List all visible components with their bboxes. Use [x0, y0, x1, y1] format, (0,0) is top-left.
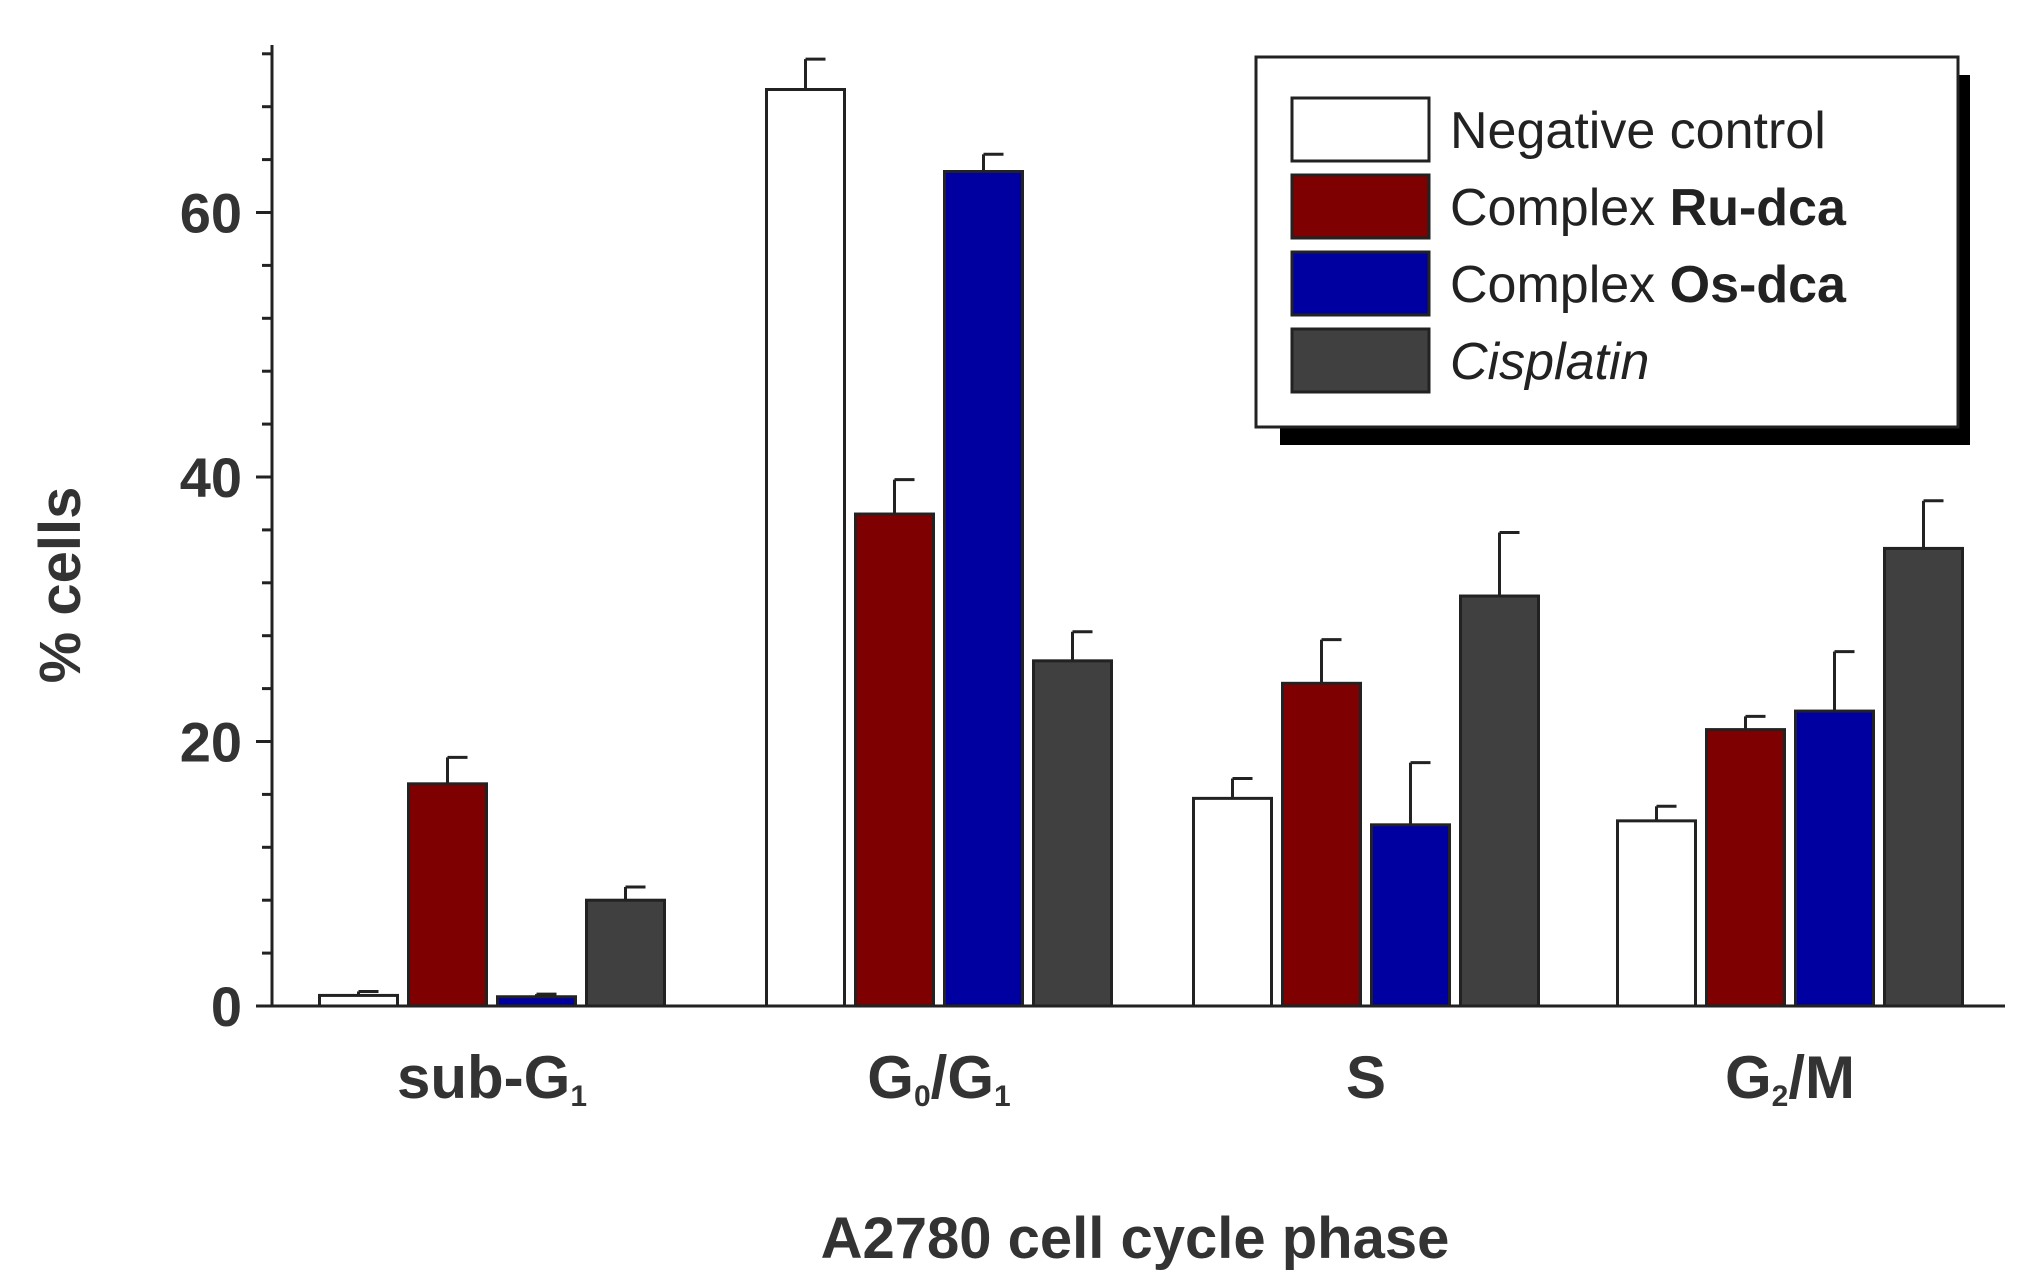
x-tick-label: sub-G1 — [397, 1044, 587, 1113]
bar — [318, 993, 399, 1008]
bar — [1705, 728, 1786, 1008]
bar — [1370, 823, 1451, 1008]
legend-label: Complex Os-dca — [1450, 256, 1847, 314]
plot-area: 0 20 40 60 sub-G1 G0/G1 S G2/M — [180, 45, 2005, 1113]
bar — [1032, 659, 1113, 1008]
bar — [585, 898, 666, 1008]
bar — [1794, 709, 1875, 1008]
legend-label: Negative control — [1450, 102, 1826, 160]
bar — [1616, 819, 1697, 1008]
x-tick-label: G0/G1 — [867, 1044, 1010, 1113]
legend-swatch — [1290, 250, 1431, 317]
y-tick-label: 0 — [211, 975, 242, 1038]
legend-swatch — [1290, 327, 1431, 394]
legend-swatch — [1290, 96, 1431, 163]
legend-label: Complex Ru-dca — [1450, 179, 1847, 237]
x-axis-title: A2780 cell cycle phase — [821, 1206, 1450, 1271]
bar — [1192, 796, 1273, 1008]
y-tick-label: 60 — [180, 182, 242, 245]
y-axis-title: % cells — [28, 487, 93, 684]
x-tick-label: G2/M — [1725, 1044, 1855, 1113]
y-tick-label: 40 — [180, 446, 242, 509]
bar — [1281, 681, 1362, 1008]
bar — [407, 782, 488, 1008]
bar — [854, 512, 935, 1008]
legend-label: Cisplatin — [1450, 333, 1649, 391]
legend: Negative control Complex Ru-dca Complex Os… — [1254, 55, 1970, 445]
x-tick-label: S — [1346, 1044, 1386, 1111]
legend-swatch — [1290, 173, 1431, 240]
bar — [943, 170, 1024, 1008]
y-tick-label: 20 — [180, 711, 242, 774]
bar — [765, 88, 846, 1008]
bar — [496, 995, 577, 1008]
bar — [1459, 594, 1540, 1008]
bar — [1883, 546, 1964, 1008]
